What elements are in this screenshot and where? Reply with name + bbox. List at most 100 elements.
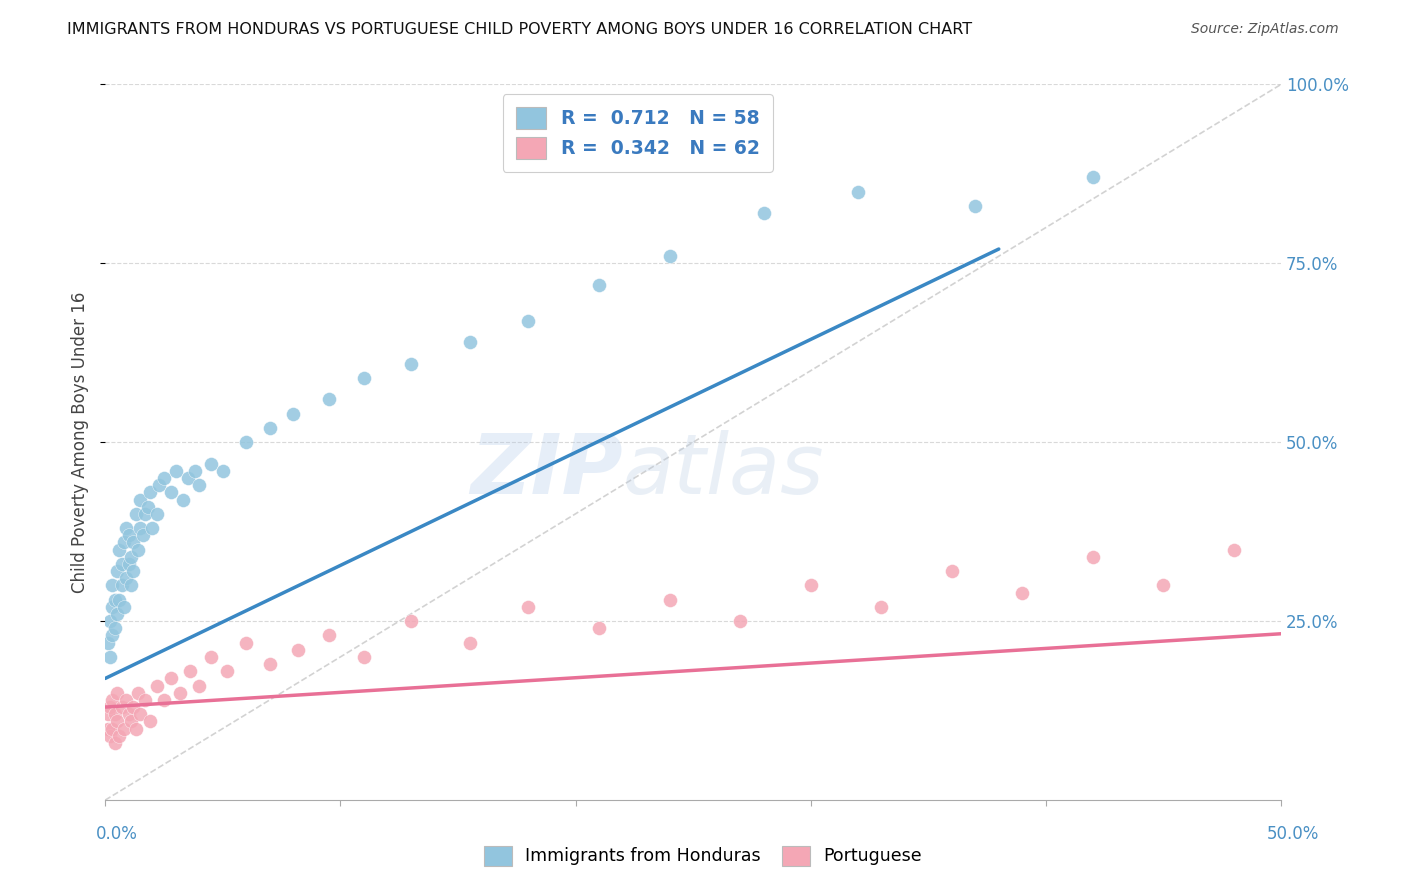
Y-axis label: Child Poverty Among Boys Under 16: Child Poverty Among Boys Under 16 bbox=[72, 292, 89, 593]
Point bbox=[287, 642, 309, 657]
Point bbox=[141, 521, 163, 535]
Point bbox=[101, 693, 124, 707]
Point bbox=[259, 657, 281, 672]
Point bbox=[115, 693, 138, 707]
Point bbox=[318, 628, 340, 642]
Text: 50.0%: 50.0% bbox=[1267, 825, 1319, 843]
Point bbox=[104, 707, 127, 722]
Point bbox=[104, 592, 127, 607]
Point bbox=[98, 614, 121, 628]
Point bbox=[139, 714, 162, 729]
Point bbox=[118, 557, 141, 571]
Point bbox=[122, 535, 145, 549]
Point bbox=[134, 693, 156, 707]
Point bbox=[97, 722, 120, 736]
Point bbox=[120, 578, 142, 592]
Point bbox=[104, 736, 127, 750]
Point bbox=[111, 557, 134, 571]
Point bbox=[146, 679, 169, 693]
Point bbox=[101, 599, 124, 614]
Point bbox=[115, 571, 138, 585]
Point bbox=[1081, 549, 1104, 564]
Point bbox=[211, 464, 233, 478]
Point bbox=[127, 686, 149, 700]
Point bbox=[160, 485, 183, 500]
Point bbox=[105, 714, 128, 729]
Point bbox=[588, 277, 610, 292]
Point bbox=[353, 371, 375, 385]
Point bbox=[941, 564, 963, 578]
Point bbox=[399, 614, 422, 628]
Text: Source: ZipAtlas.com: Source: ZipAtlas.com bbox=[1191, 22, 1339, 37]
Point bbox=[179, 665, 201, 679]
Point bbox=[118, 707, 141, 722]
Text: IMMIGRANTS FROM HONDURAS VS PORTUGUESE CHILD POVERTY AMONG BOYS UNDER 16 CORRELA: IMMIGRANTS FROM HONDURAS VS PORTUGUESE C… bbox=[67, 22, 973, 37]
Point bbox=[658, 249, 681, 263]
Point bbox=[1152, 578, 1174, 592]
Point bbox=[1011, 585, 1033, 599]
Point bbox=[458, 334, 481, 349]
Point bbox=[153, 471, 176, 485]
Point bbox=[98, 729, 121, 743]
Point bbox=[101, 578, 124, 592]
Point bbox=[101, 722, 124, 736]
Point bbox=[200, 457, 222, 471]
Point bbox=[132, 528, 155, 542]
Point bbox=[129, 521, 152, 535]
Point bbox=[188, 679, 211, 693]
Point bbox=[188, 478, 211, 492]
Point bbox=[172, 492, 194, 507]
Point bbox=[115, 521, 138, 535]
Point bbox=[728, 614, 751, 628]
Point bbox=[98, 700, 121, 714]
Point bbox=[517, 313, 540, 327]
Point bbox=[1223, 542, 1246, 557]
Point bbox=[108, 542, 131, 557]
Point bbox=[146, 507, 169, 521]
Point bbox=[160, 672, 183, 686]
Point bbox=[105, 564, 128, 578]
Point bbox=[399, 357, 422, 371]
Point bbox=[125, 722, 148, 736]
Point bbox=[111, 578, 134, 592]
Point bbox=[658, 592, 681, 607]
Point bbox=[870, 599, 893, 614]
Point bbox=[165, 464, 187, 478]
Point bbox=[148, 478, 170, 492]
Text: 0.0%: 0.0% bbox=[96, 825, 138, 843]
Point bbox=[105, 607, 128, 621]
Point bbox=[588, 621, 610, 635]
Point bbox=[353, 649, 375, 664]
Point bbox=[108, 729, 131, 743]
Point bbox=[235, 635, 257, 649]
Point bbox=[122, 564, 145, 578]
Point bbox=[112, 535, 135, 549]
Point bbox=[127, 542, 149, 557]
Point bbox=[129, 492, 152, 507]
Point bbox=[134, 507, 156, 521]
Point bbox=[139, 485, 162, 500]
Point bbox=[217, 665, 239, 679]
Point bbox=[98, 649, 121, 664]
Point bbox=[176, 471, 198, 485]
Point bbox=[125, 507, 148, 521]
Text: atlas: atlas bbox=[623, 430, 824, 511]
Point bbox=[129, 707, 152, 722]
Point bbox=[105, 686, 128, 700]
Point bbox=[235, 435, 257, 450]
Point bbox=[259, 421, 281, 435]
Point bbox=[517, 599, 540, 614]
Point bbox=[846, 185, 869, 199]
Point bbox=[965, 199, 987, 213]
Point bbox=[752, 206, 775, 220]
Point bbox=[104, 621, 127, 635]
Point bbox=[1294, 464, 1316, 478]
Point bbox=[120, 549, 142, 564]
Point bbox=[800, 578, 823, 592]
Point bbox=[318, 392, 340, 407]
Point bbox=[169, 686, 191, 700]
Point bbox=[183, 464, 205, 478]
Point bbox=[200, 649, 222, 664]
Point bbox=[112, 599, 135, 614]
Point bbox=[108, 592, 131, 607]
